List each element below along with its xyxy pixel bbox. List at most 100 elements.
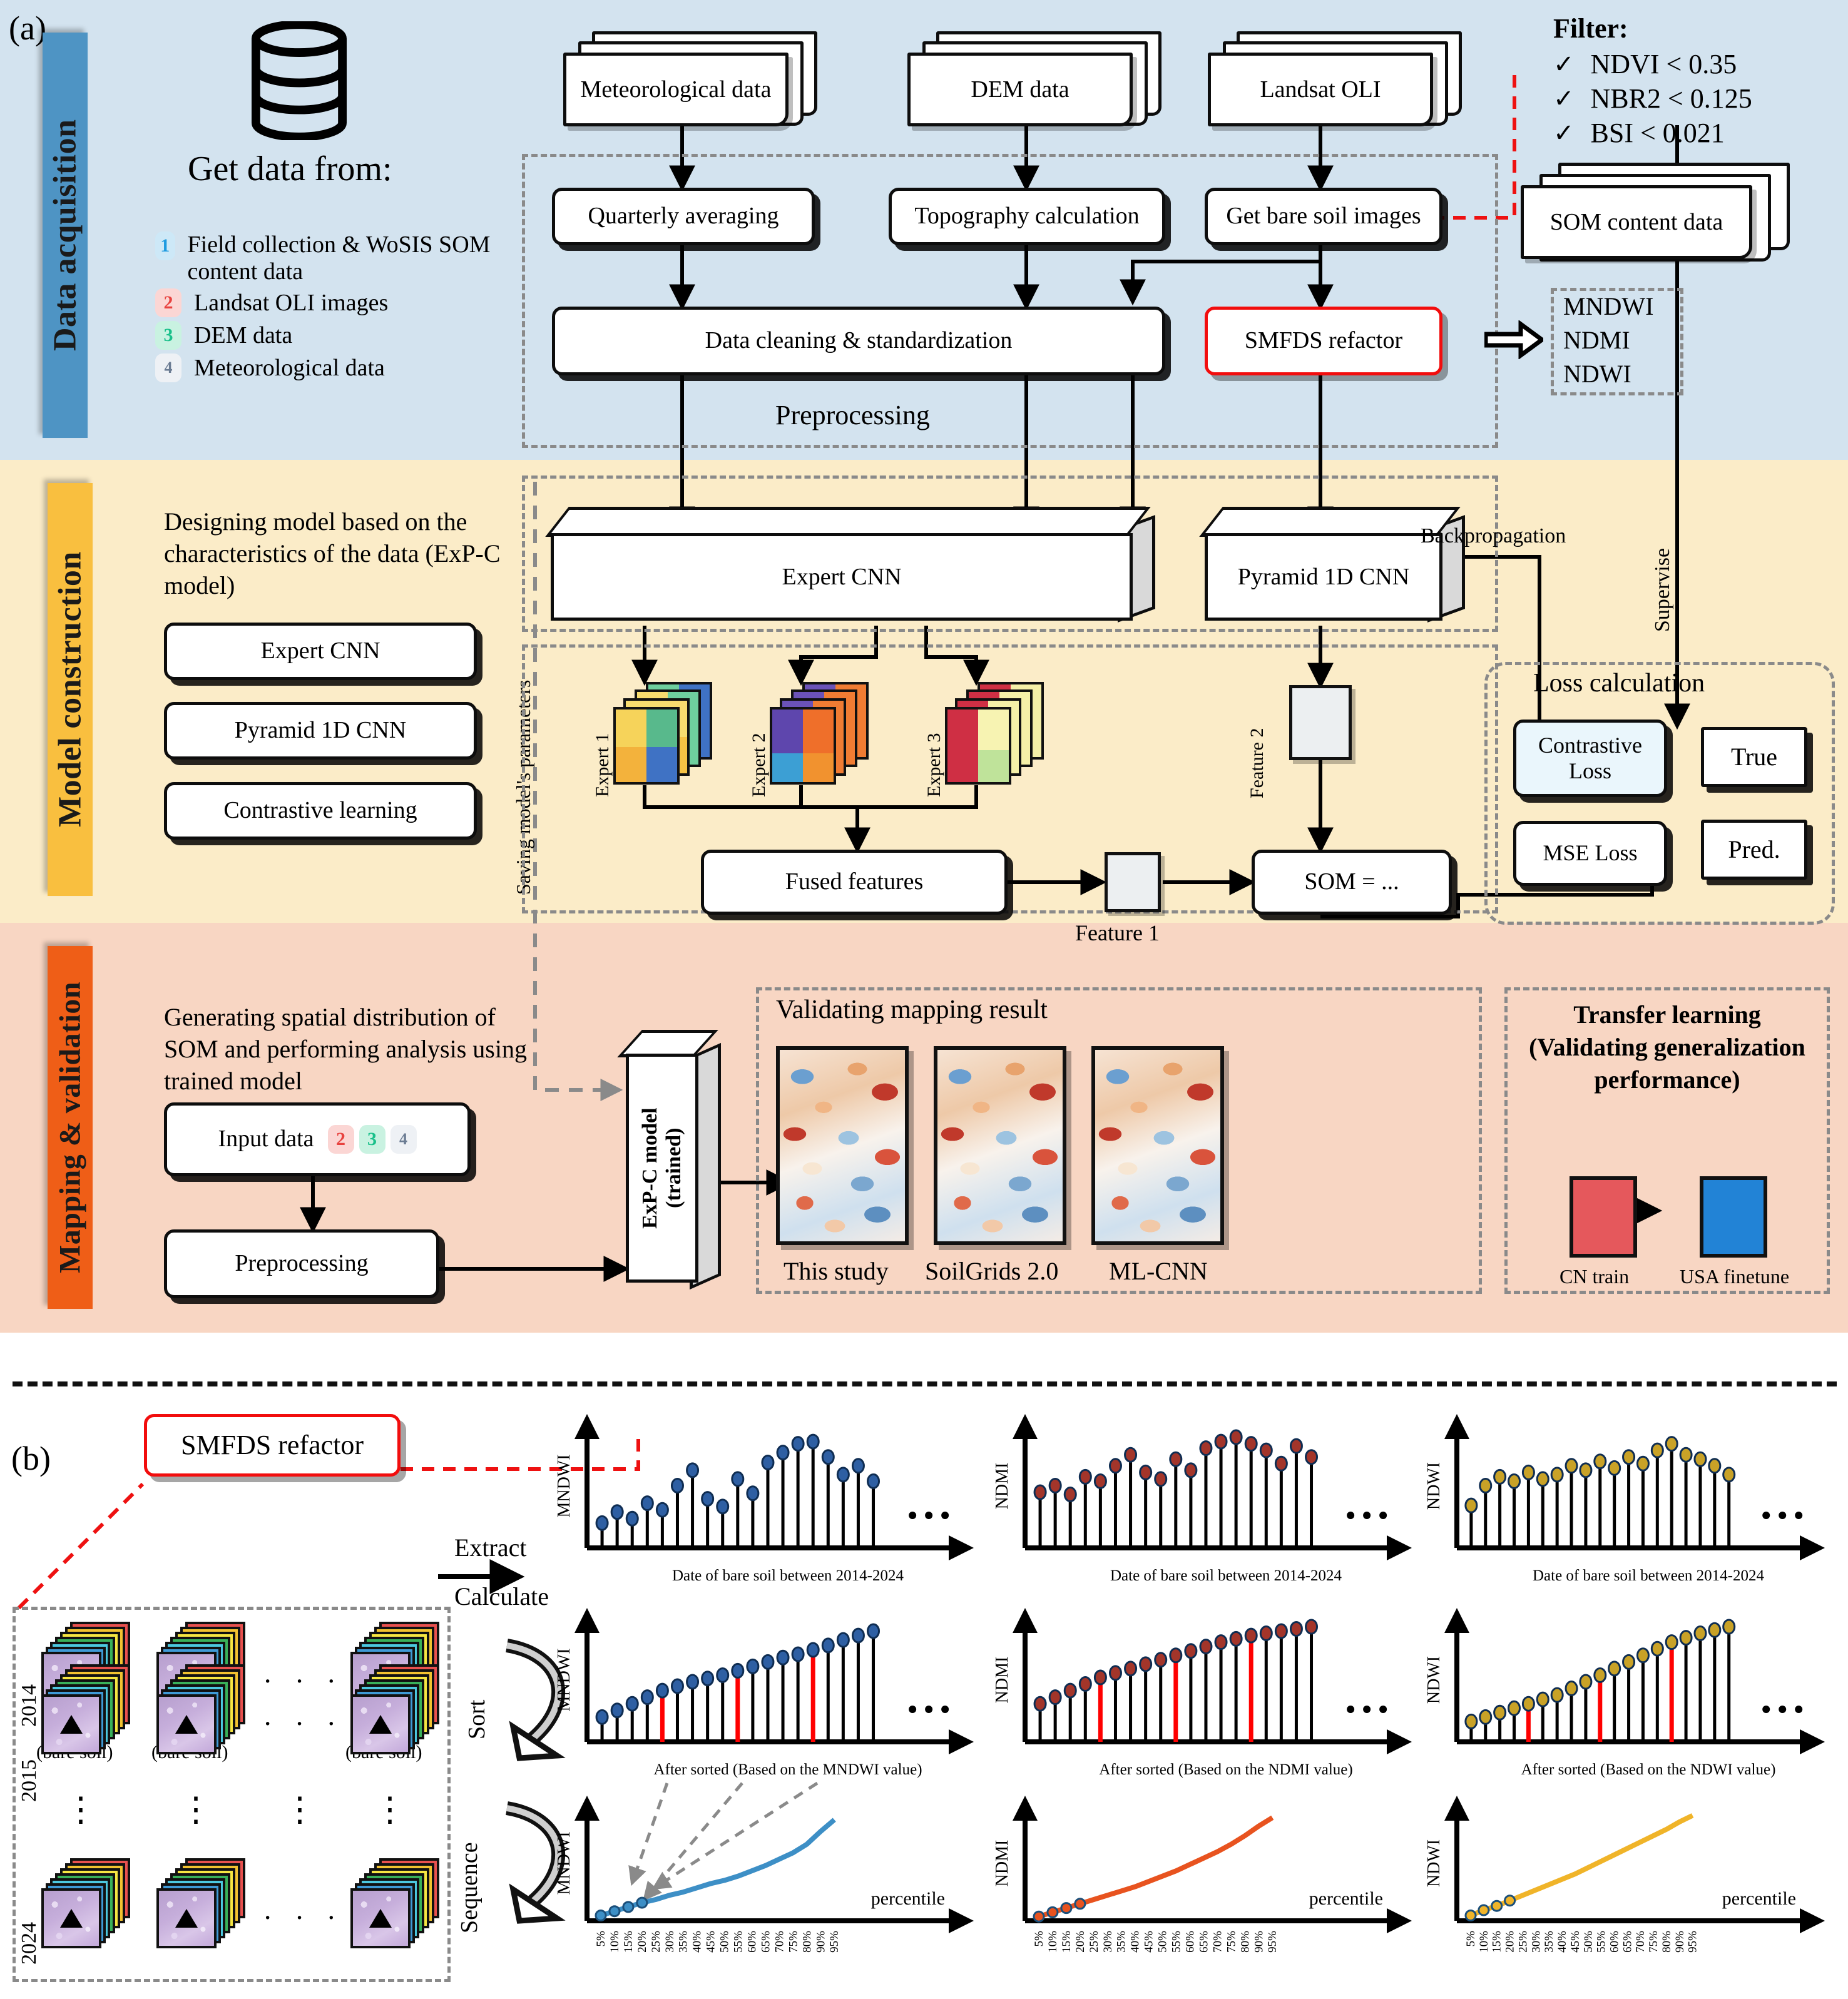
dataset-som-content-data[interactable]: SOM content data	[1521, 163, 1790, 269]
x-tick-label: 40%	[1129, 1931, 1142, 1953]
get-data-heading: Get data from:	[188, 150, 392, 188]
sidebar-item-model-construction[interactable]: Model construction	[48, 483, 93, 896]
slab-pyramid-1d-cnn[interactable]: Pyramid 1D CNN	[1199, 501, 1486, 626]
data-point	[1579, 1674, 1593, 1690]
input-data-box[interactable]: Input data 2 3 4	[164, 1102, 471, 1176]
step-quarterly-averaging[interactable]: Quarterly averaging	[552, 188, 815, 245]
panel-a-tag: (a)	[9, 9, 46, 47]
x-axis-label: Date of bare soil between 2014-2024	[672, 1567, 904, 1584]
data-point	[716, 1667, 730, 1683]
chart-ndwi-raw: NDWI Date of bare soil between 2014-2024	[1421, 1408, 1834, 1595]
op-sequence-label: Sequence	[456, 1842, 482, 1933]
backpropagation-label: Backpropagation	[1421, 524, 1566, 547]
x-tick-label: 90%	[814, 1931, 827, 1953]
data-point	[701, 1671, 715, 1687]
x-tick-label: 80%	[1660, 1931, 1673, 1953]
data-point	[1493, 1468, 1507, 1485]
year-label-2024: 2024	[18, 1922, 41, 1965]
step-get-bare-soil-images[interactable]: Get bare soil images	[1205, 188, 1442, 245]
step-topography-calculation[interactable]: Topography calculation	[889, 188, 1165, 245]
data-point	[1229, 1630, 1243, 1647]
dataset-dem-data[interactable]: DEM data	[907, 31, 1164, 130]
filter-item-nbr2: NBR2 < 0.125	[1590, 83, 1752, 114]
data-point	[1464, 1713, 1478, 1729]
row-ellipsis: · · ·	[263, 1901, 344, 1933]
dataset-landsat-oli[interactable]: Landsat OLI	[1208, 31, 1464, 130]
chart-ndmi-sorted: NDMI After sorted (Based on the NDMI valu…	[989, 1602, 1421, 1789]
index-ndwi: NDWI	[1563, 360, 1631, 388]
data-point	[1274, 1623, 1288, 1639]
data-point	[1708, 1458, 1722, 1474]
sidebar-item-data-acquisition[interactable]: Data acquisition	[43, 33, 88, 438]
data-point	[1722, 1619, 1736, 1635]
data-point	[1184, 1462, 1198, 1478]
y-axis-label: NDMI	[993, 1463, 1012, 1510]
y-axis-label: MNDWI	[554, 1648, 574, 1711]
bare-soil-stack-2015-day2	[156, 1664, 257, 1757]
expert-3-label: Expert 3	[924, 733, 944, 797]
bare-soil-image	[350, 1694, 411, 1754]
slab-expert-cnn[interactable]: Expert CNN	[545, 501, 1177, 626]
x-tick-label: 90%	[1673, 1931, 1687, 1953]
trained-model-column[interactable]: ExP-C model (trained)	[617, 1026, 751, 1295]
fused-features-box[interactable]: Fused features	[701, 850, 1008, 915]
panel-b-tag: (b)	[11, 1440, 51, 1477]
data-point	[1665, 1436, 1678, 1452]
smfds-refactor-title-box[interactable]: SMFDS refactor	[144, 1414, 401, 1477]
contrastive-loss-box[interactable]: Contrastive Loss	[1513, 720, 1667, 797]
data-point	[821, 1637, 835, 1654]
map-soilgrids[interactable]	[934, 1046, 1066, 1245]
true-value-box[interactable]: True	[1701, 727, 1807, 787]
chart-ndmi-raw: NDMI Date of bare soil between 2014-2024	[989, 1408, 1421, 1595]
transfer-usa-finetune-block	[1700, 1176, 1767, 1258]
data-point	[1229, 1429, 1243, 1445]
data-point	[1199, 1440, 1213, 1457]
data-point	[1048, 1477, 1062, 1493]
model-component-contrastive-learning[interactable]: Contrastive learning	[164, 782, 477, 840]
x-tick-label: 75%	[1225, 1931, 1238, 1953]
x-tick-label: 55%	[732, 1931, 745, 1953]
transfer-learning-title: Transfer learning (Validating generaliza…	[1529, 1000, 1805, 1094]
x-tick-label: 95%	[828, 1931, 841, 1953]
x-tick-label: 25%	[1516, 1931, 1529, 1953]
feature-plane-front	[613, 707, 680, 785]
pred-value-box[interactable]: Pred.	[1701, 820, 1807, 880]
mse-loss-box[interactable]: MSE Loss	[1513, 821, 1667, 886]
input-data-label: Input data	[218, 1126, 314, 1152]
triangle-marker	[369, 1909, 392, 1928]
x-tick-label: 65%	[759, 1931, 772, 1953]
bare-soil-image	[41, 1888, 101, 1948]
mapping-preprocessing-box[interactable]: Preprocessing	[164, 1229, 439, 1298]
step-data-cleaning-standardization[interactable]: Data cleaning & standardization	[552, 307, 1165, 375]
data-point	[1550, 1467, 1564, 1483]
som-equation-box[interactable]: SOM = ...	[1252, 850, 1452, 915]
x-tick-label: 5%	[595, 1931, 608, 1947]
sequence-curved-arrow-icon	[494, 1796, 588, 1927]
badge-3: 3	[155, 321, 181, 350]
op-calculate-label: Calculate	[454, 1582, 549, 1610]
loss-calculation-group	[1484, 662, 1835, 925]
check-icon: ✓	[1553, 50, 1575, 78]
map-ml-cnn[interactable]	[1091, 1046, 1224, 1245]
data-point	[851, 1458, 865, 1474]
x-axis-label: Date of bare soil between 2014-2024	[1110, 1567, 1342, 1584]
data-point	[1289, 1621, 1303, 1637]
data-point	[791, 1436, 805, 1452]
x-tick-label: 15%	[622, 1931, 635, 1953]
dataset-meteorological-data[interactable]: Meteorological data	[563, 31, 820, 130]
x-axis-label: After sorted (Based on the NDMI value)	[1099, 1761, 1352, 1778]
filter-title: Filter:	[1553, 13, 1628, 44]
x-axis-label: percentile	[1722, 1888, 1796, 1909]
model-component-expert-cnn[interactable]: Expert CNN	[164, 623, 477, 680]
map-this-study[interactable]	[776, 1046, 909, 1245]
expert-1-feature-stack	[613, 682, 726, 788]
data-point	[1693, 1625, 1707, 1642]
dataset-label: Meteorological data	[563, 53, 789, 126]
bare-soil-stack-2024-day1	[41, 1858, 141, 1951]
x-tick-label: 75%	[1647, 1931, 1660, 1953]
model-component-pyramid-1d-cnn[interactable]: Pyramid 1D CNN	[164, 702, 477, 760]
data-point	[1093, 1669, 1107, 1686]
step-smfds-refactor[interactable]: SMFDS refactor	[1205, 307, 1442, 375]
sidebar-item-mapping-validation[interactable]: Mapping & validation	[48, 946, 93, 1309]
y-axis-label: NDWI	[1424, 1656, 1444, 1704]
